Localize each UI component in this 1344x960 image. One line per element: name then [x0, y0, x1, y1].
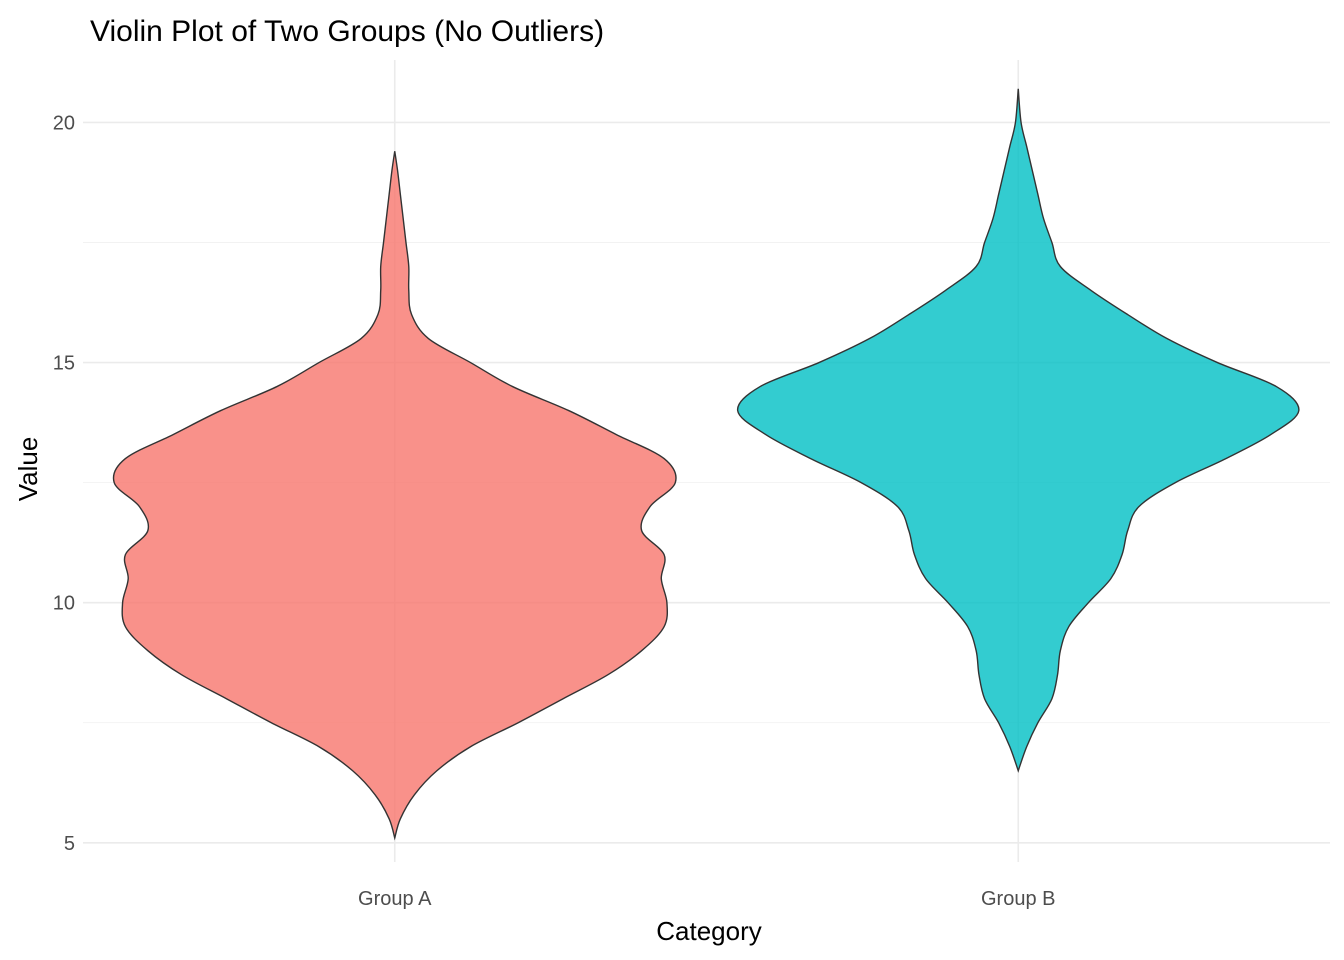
y-tick-label: 20: [53, 112, 75, 134]
y-axis-title: Value: [13, 437, 43, 502]
y-tick-label: 15: [53, 353, 75, 375]
x-tick-label: Group A: [358, 888, 432, 910]
tick-layer: 5 10 15 20 Group A Group B: [53, 112, 1056, 910]
chart-title: Violin Plot of Two Groups (No Outliers): [90, 15, 604, 48]
x-tick-label: Group B: [981, 888, 1055, 910]
y-tick-label: 10: [53, 593, 75, 615]
violin-group-b: [736, 88, 1300, 773]
y-tick-label: 5: [64, 833, 75, 855]
violin-layer: [112, 88, 1300, 841]
x-axis-title: Category: [656, 916, 762, 946]
violin-group-a: [112, 151, 677, 841]
